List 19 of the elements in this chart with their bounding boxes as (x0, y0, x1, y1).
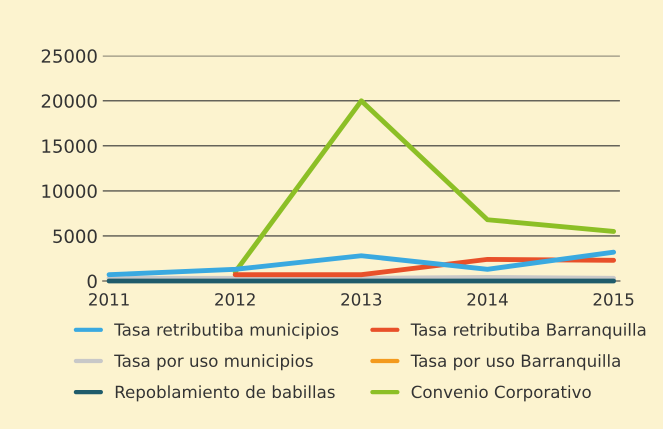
legend-label: Repoblamiento de babillas (116, 385, 335, 402)
legend-label: Tasa retributiba municipios (114, 323, 338, 340)
x-tick-label: 2011 (89, 293, 129, 306)
legend-label: Tasa por uso Barranquilla (410, 354, 620, 370)
y-tick-label: 20000 (42, 94, 97, 108)
legend-label: Tasa por uso municipios (114, 354, 313, 370)
y-tick-label: 15000 (42, 139, 97, 153)
x-tick-label: 2014 (467, 293, 508, 306)
x-tick-label: 2013 (341, 293, 382, 306)
y-tick-label: 25000 (42, 49, 97, 63)
legend-label: Tasa retributiba Barranquilla (410, 323, 646, 340)
x-tick-label: 2015 (594, 293, 634, 306)
y-tick-label: 10000 (42, 184, 97, 198)
y-tick-label: 0 (88, 274, 97, 288)
y-tick-label: 5000 (53, 229, 97, 244)
line-series (106, 250, 616, 278)
legend-label: Convenio Corporativo (412, 385, 591, 402)
line-series (232, 98, 616, 274)
x-tick-label: 2012 (215, 293, 255, 306)
